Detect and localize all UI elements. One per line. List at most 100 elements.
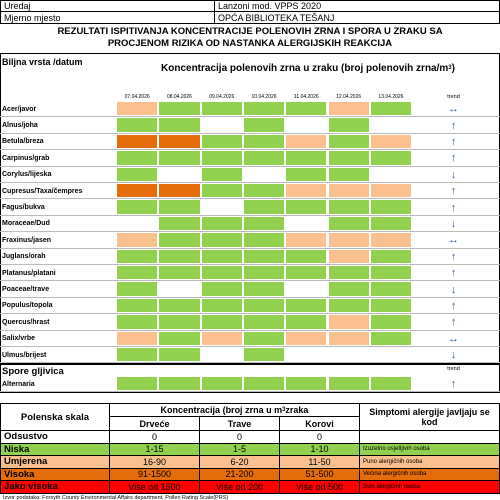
level-cell xyxy=(117,200,158,214)
level-cell xyxy=(243,184,285,198)
row-rule xyxy=(0,116,500,118)
level-cell xyxy=(117,167,158,181)
level-cell xyxy=(159,233,200,247)
plant-name: Cupresus/Taxa/čempres xyxy=(2,187,83,195)
heading-sup: 3 xyxy=(448,65,452,71)
level-cell xyxy=(286,134,327,149)
level-cell xyxy=(370,298,412,313)
trend-arrow: ↔ xyxy=(448,234,459,247)
level-cell xyxy=(159,102,200,116)
level-cell xyxy=(286,102,327,116)
scale-value: 6-20 xyxy=(200,456,280,469)
heading-sup: 3 xyxy=(282,407,286,413)
level-cell xyxy=(370,184,412,198)
heading-end: ) xyxy=(451,62,455,74)
info-value: OPĆA BIBLIOTEKA TEŠANJ xyxy=(215,12,500,24)
level-cell xyxy=(159,167,200,181)
trend-arrow: ↑ xyxy=(450,152,457,165)
level-cell xyxy=(201,167,242,181)
trend-arrow: ↑ xyxy=(450,316,457,329)
level-cell xyxy=(328,118,369,132)
scale-value: 51-500 xyxy=(280,468,360,481)
level-cell xyxy=(328,331,369,345)
scale-name: Odsustvo xyxy=(0,431,110,444)
level-cell xyxy=(243,331,285,345)
level-cell xyxy=(243,216,285,231)
level-cell xyxy=(117,249,158,263)
scale-name: Niska xyxy=(0,443,110,456)
level-cell xyxy=(328,200,369,214)
plant-name: Fraxinus/jasen xyxy=(2,236,52,244)
plant-name: Alternaria xyxy=(2,380,35,388)
scale-value: 11-50 xyxy=(280,456,360,469)
title-line: PROCJENOM RIZIKA OD NASTANKA ALERGIJSKIH… xyxy=(107,37,393,49)
level-cell xyxy=(117,315,158,329)
trend-arrow: ↓ xyxy=(450,283,457,296)
scale-value: 0 xyxy=(200,431,280,444)
level-cell xyxy=(117,134,158,149)
level-cell xyxy=(117,298,158,313)
level-cell xyxy=(328,134,369,149)
level-cell xyxy=(117,216,158,231)
level-cell xyxy=(117,266,158,280)
trend-arrow: ↑ xyxy=(450,378,457,390)
level-cell xyxy=(243,377,285,390)
level-cell xyxy=(201,249,242,263)
level-cell xyxy=(201,331,242,345)
plant-name: Betula/breza xyxy=(2,138,44,146)
level-cell xyxy=(328,233,369,247)
level-cell xyxy=(201,102,242,116)
level-cell xyxy=(159,151,200,165)
row-rule xyxy=(0,165,500,167)
symptoms-heading: Simptomi alergije javljaju se kod xyxy=(360,403,500,431)
level-cell xyxy=(117,331,158,345)
trend-label: trend xyxy=(447,366,460,372)
level-cell xyxy=(370,134,412,149)
trend-arrow: ↑ xyxy=(450,299,457,312)
plant-name: Juglans/orah xyxy=(2,253,46,261)
level-cell xyxy=(117,377,158,390)
row-rule xyxy=(0,214,500,216)
scale-value: 0 xyxy=(280,431,360,444)
plant-name: Alnus/joha xyxy=(2,122,38,130)
level-cell xyxy=(328,377,369,390)
trend-arrow: ↑ xyxy=(450,119,457,132)
level-cell xyxy=(243,282,285,296)
level-cell xyxy=(117,282,158,296)
level-cell xyxy=(328,315,369,329)
trend-arrow: ↓ xyxy=(450,168,457,181)
level-cell xyxy=(201,184,242,198)
plant-name: Acer/javor xyxy=(2,105,37,113)
scale-column: Korovi xyxy=(280,417,360,431)
level-cell xyxy=(201,233,242,247)
level-cell xyxy=(117,184,158,198)
trend-arrow: ↑ xyxy=(450,250,457,263)
level-cell xyxy=(201,315,242,329)
level-cell xyxy=(159,377,200,390)
plant-name: Platanus/platani xyxy=(2,269,56,277)
row-rule xyxy=(0,132,500,134)
level-cell xyxy=(328,167,369,181)
level-cell xyxy=(370,282,412,296)
level-cell xyxy=(286,249,327,263)
scale-value: 0 xyxy=(110,431,200,444)
level-cell xyxy=(370,249,412,263)
info-value: Lanzoni mod. VPPS 2020 xyxy=(215,0,500,12)
level-cell xyxy=(328,184,369,198)
scale-symptom: Svih alergičnih osoba xyxy=(360,481,500,494)
row-rule xyxy=(0,280,500,282)
level-cell xyxy=(117,151,158,165)
level-cell xyxy=(370,266,412,280)
level-cell xyxy=(370,233,412,247)
level-cell xyxy=(159,348,200,362)
date: 08.04.2026 xyxy=(166,94,192,100)
scale-column: Trave xyxy=(200,417,280,431)
level-cell xyxy=(328,102,369,116)
row-rule xyxy=(0,391,500,392)
scale-value: 1-5 xyxy=(200,443,280,456)
plant-name: Moraceae/Dud xyxy=(2,220,50,228)
date: 13.04.2026 xyxy=(378,94,404,100)
level-cell xyxy=(370,151,412,165)
level-cell xyxy=(328,216,369,231)
trend-label: trend xyxy=(447,94,460,100)
